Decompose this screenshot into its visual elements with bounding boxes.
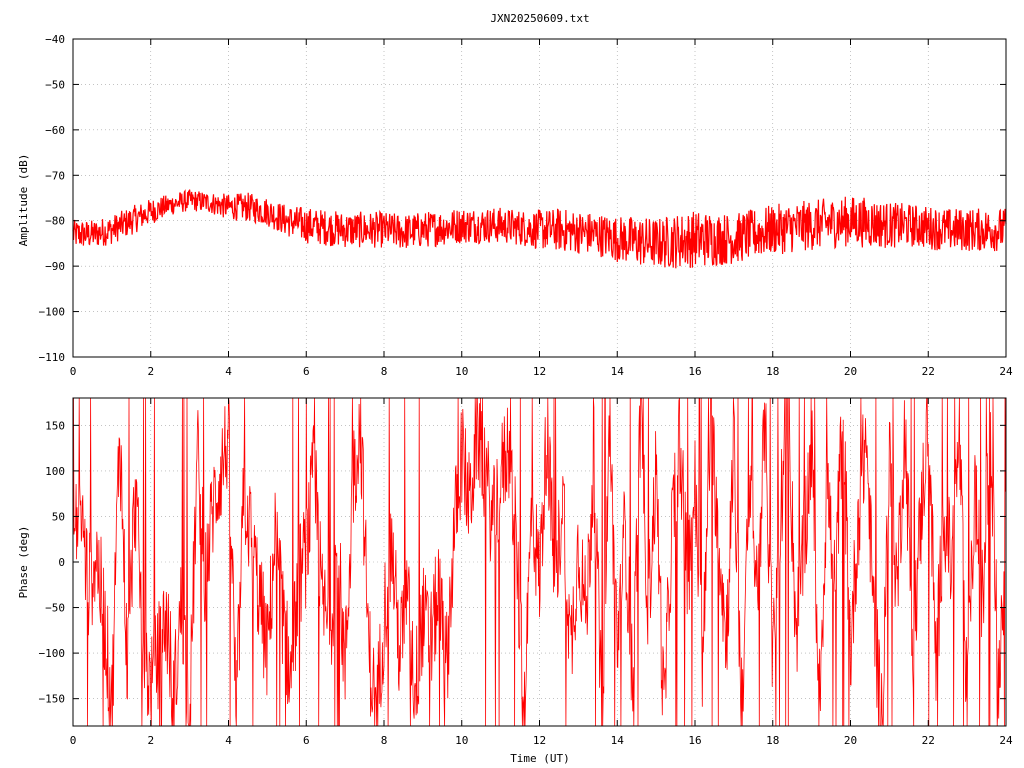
amplitude-xtick-label-10: 20 [844, 365, 857, 378]
phase-ytick-label-0: −150 [39, 693, 66, 706]
phase-ytick-label-2: −50 [45, 602, 65, 615]
phase-xtick-label-3: 6 [303, 734, 310, 747]
chart-title: JXN20250609.txt [490, 12, 589, 25]
amplitude-xtick-label-1: 2 [147, 365, 154, 378]
amplitude-ytick-label-3: −80 [45, 215, 65, 228]
amplitude-xtick-label-4: 8 [381, 365, 388, 378]
amplitude-xtick-label-5: 10 [455, 365, 468, 378]
phase-xtick-label-7: 14 [611, 734, 625, 747]
phase-xtick-label-2: 4 [225, 734, 232, 747]
phase-xtick-label-11: 22 [922, 734, 935, 747]
phase-xtick-label-6: 12 [533, 734, 546, 747]
amplitude-series-line [72, 189, 1007, 269]
amplitude-xtick-label-11: 22 [922, 365, 935, 378]
amplitude-axis-label: Amplitude (dB) [17, 154, 30, 247]
amplitude-xtick-label-2: 4 [225, 365, 232, 378]
amplitude-xtick-label-12: 24 [999, 365, 1013, 378]
phase-ytick-label-4: 50 [52, 510, 65, 523]
phase-series-line [72, 397, 1007, 727]
phase-ytick-label-1: −100 [39, 647, 66, 660]
amplitude-ytick-label-5: −60 [45, 124, 65, 137]
phase-xtick-label-12: 24 [999, 734, 1013, 747]
amplitude-xtick-label-3: 6 [303, 365, 310, 378]
phase-xtick-label-0: 0 [70, 734, 77, 747]
amplitude-ytick-label-0: −110 [39, 351, 66, 364]
phase-ytick-label-6: 150 [45, 419, 65, 432]
amplitude-ytick-label-4: −70 [45, 169, 65, 182]
amplitude-panel: 0 2 4 6 8 10 12 14 16 18 20 22 24−110−100−90−80−70−6… [39, 33, 1013, 378]
phase-xtick-label-5: 10 [455, 734, 468, 747]
amplitude-xtick-label-9: 18 [766, 365, 779, 378]
phase-ytick-label-3: 0 [58, 556, 65, 569]
amplitude-xtick-label-7: 14 [611, 365, 625, 378]
phase-xtick-label-10: 20 [844, 734, 857, 747]
amplitude-xtick-label-6: 12 [533, 365, 546, 378]
amplitude-ytick-label-7: −40 [45, 33, 65, 46]
phase-axis-label: Phase (deg) [17, 526, 30, 599]
time-axis-label: Time (UT) [510, 752, 570, 765]
phase-panel: 0 2 4 6 8 10 12 14 16 18 20 22 24−150−100−5005010015… [39, 397, 1013, 747]
phase-xtick-label-9: 18 [766, 734, 779, 747]
amplitude-xtick-label-8: 16 [688, 365, 701, 378]
amplitude-ytick-label-2: −90 [45, 260, 65, 273]
phase-xtick-label-8: 16 [688, 734, 701, 747]
amplitude-xtick-label-0: 0 [70, 365, 77, 378]
amplitude-ytick-label-1: −100 [39, 306, 66, 319]
phase-xtick-label-1: 2 [147, 734, 154, 747]
phase-ytick-label-5: 100 [45, 465, 65, 478]
amplitude-ytick-label-6: −50 [45, 78, 65, 91]
phase-xtick-label-4: 8 [381, 734, 388, 747]
